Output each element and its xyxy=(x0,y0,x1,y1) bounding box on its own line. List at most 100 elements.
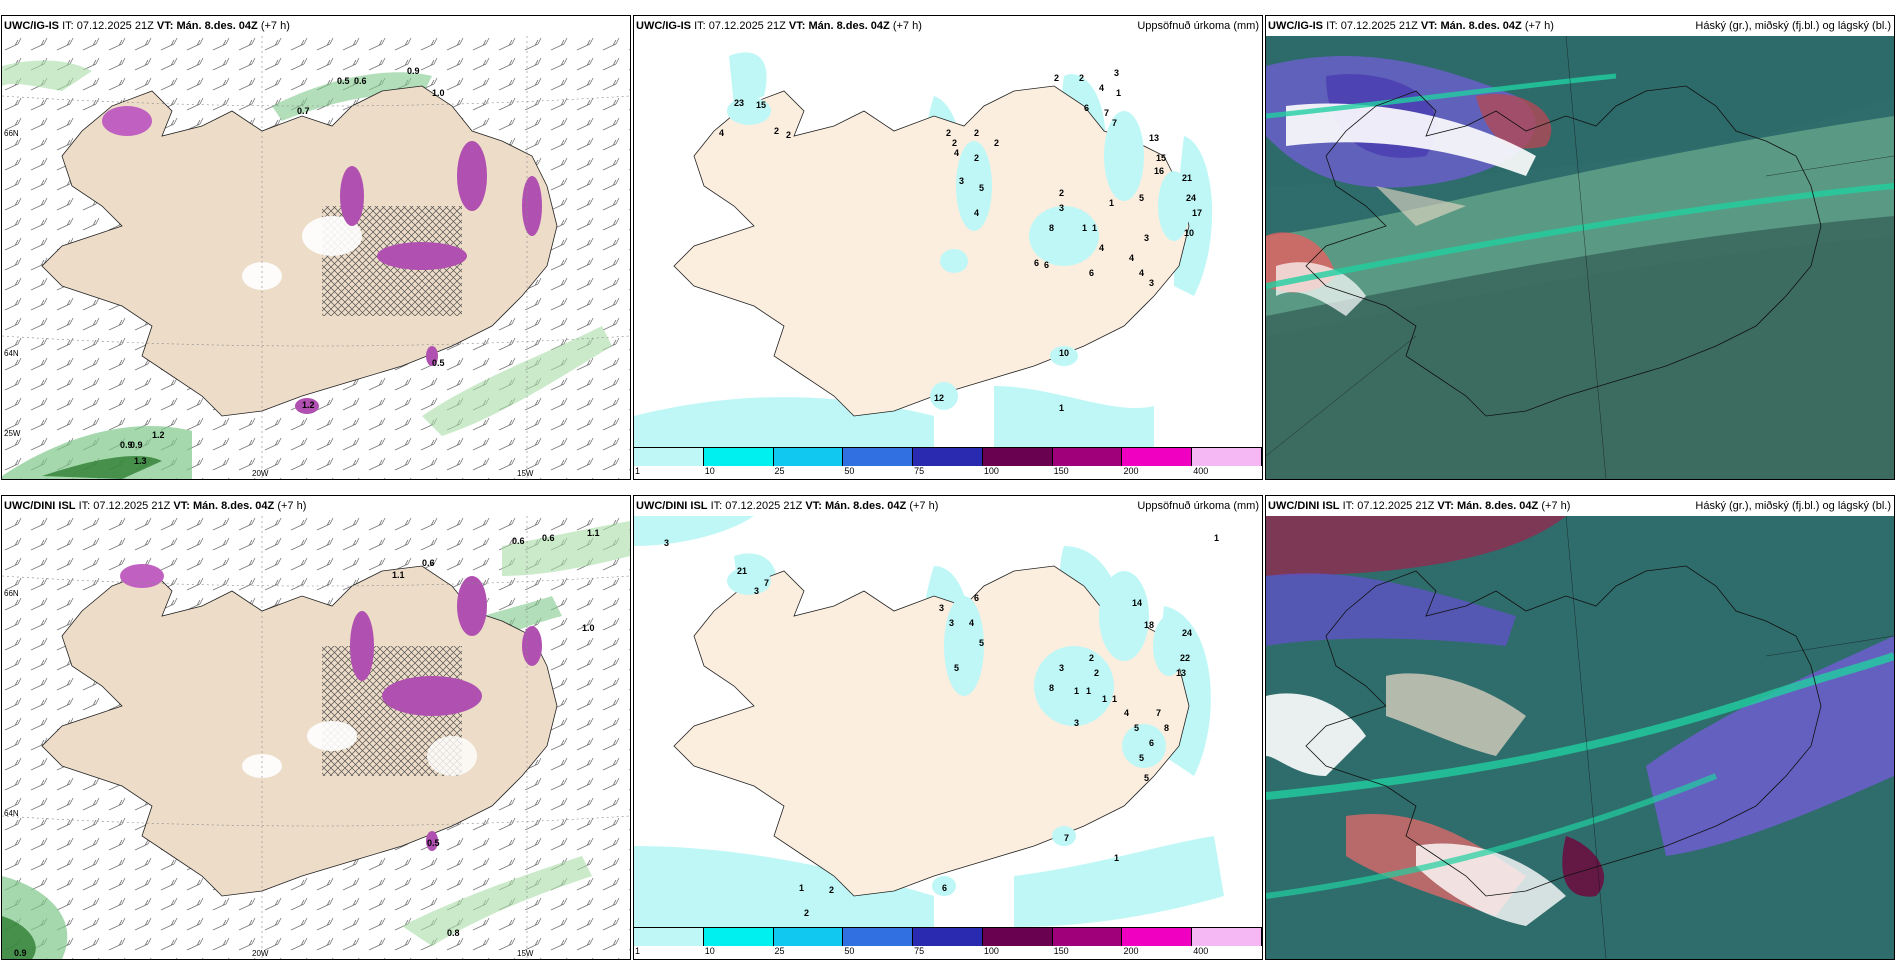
panel-header: UWC/IG-IS IT: 07.12.2025 21Z VT: Mán. 8.… xyxy=(634,16,1262,36)
cloud-map xyxy=(1266,36,1894,479)
lead-time: (+7 h) xyxy=(909,500,939,512)
colorbar-label: 75 xyxy=(914,946,925,956)
svg-text:4: 4 xyxy=(954,148,959,158)
vt-label: VT: xyxy=(156,20,174,32)
svg-text:24: 24 xyxy=(1186,193,1196,203)
precip-band xyxy=(272,72,432,121)
svg-text:8: 8 xyxy=(1049,223,1054,233)
colorbar-swatch xyxy=(982,928,1053,946)
svg-text:2: 2 xyxy=(1089,653,1094,663)
panel-title: Háský (gr.), miðský (fj.bl.) og lágský (… xyxy=(1695,500,1891,512)
svg-text:0.9: 0.9 xyxy=(130,440,143,450)
precip-value-labels: 23 15 4 2 2 4 2 2 2 2 7 6 7 13 15 16 21 … xyxy=(719,68,1202,413)
svg-text:0.6: 0.6 xyxy=(542,533,555,543)
svg-text:20W: 20W xyxy=(252,949,269,958)
panel-header: UWC/DINI ISL IT: 07.12.2025 21Z VT: Mán.… xyxy=(1266,496,1894,516)
svg-text:0.6: 0.6 xyxy=(512,536,525,546)
svg-text:3: 3 xyxy=(939,603,944,613)
wind-map: 20W 15W 66N 64N 0.6 0.6 1.1 1.1 0.6 1.0 … xyxy=(2,516,630,959)
svg-text:5: 5 xyxy=(1139,193,1144,203)
colorbar-swatch xyxy=(634,448,704,466)
svg-text:0.5: 0.5 xyxy=(337,76,350,86)
colorbar-swatch xyxy=(634,928,704,946)
svg-text:22: 22 xyxy=(1180,653,1190,663)
svg-text:8: 8 xyxy=(1049,683,1054,693)
svg-text:12: 12 xyxy=(934,393,944,403)
lon-label-15w: 15W xyxy=(517,469,534,478)
svg-text:17: 17 xyxy=(1192,208,1202,218)
colorbar-swatch xyxy=(913,448,983,466)
wind-map: 20W 15W 25W 66N 64N 0.5 0.6 0.9 1.0 0.7 … xyxy=(2,36,630,479)
svg-text:5: 5 xyxy=(979,183,984,193)
svg-text:3: 3 xyxy=(1149,278,1154,288)
colorbar-label: 100 xyxy=(983,946,999,956)
map-panel-dini-wind: UWC/DINI ISL IT: 07.12.2025 21Z VT: Mán.… xyxy=(1,495,631,960)
svg-text:7: 7 xyxy=(1156,708,1161,718)
svg-text:15W: 15W xyxy=(517,949,534,958)
map-panel-ig-is-precip: UWC/IG-IS IT: 07.12.2025 21Z VT: Mán. 8.… xyxy=(633,15,1263,480)
it-value: 07.12.2025 21Z xyxy=(1340,20,1418,32)
svg-text:6: 6 xyxy=(1034,258,1039,268)
svg-text:1.1: 1.1 xyxy=(587,528,600,538)
map-panel-dini-cloud: UWC/DINI ISL IT: 07.12.2025 21Z VT: Mán.… xyxy=(1265,495,1895,960)
map-area xyxy=(1266,516,1894,959)
map-area: 23 15 4 2 2 4 2 2 2 2 7 6 7 13 15 16 21 … xyxy=(634,36,1262,447)
colorbar-label: 100 xyxy=(983,466,999,476)
svg-text:0.5: 0.5 xyxy=(432,358,445,368)
svg-text:3: 3 xyxy=(959,176,964,186)
it-label: IT: xyxy=(78,500,91,512)
svg-text:5: 5 xyxy=(954,663,959,673)
colorbar-label: 200 xyxy=(1123,946,1139,956)
it-value: 07.12.2025 21Z xyxy=(708,20,786,32)
svg-text:64N: 64N xyxy=(4,809,19,818)
precip-colorbar: 1 10 25 50 75 100 150 200 400 xyxy=(634,927,1262,959)
svg-text:3: 3 xyxy=(1144,233,1149,243)
it-label: IT: xyxy=(1326,20,1338,32)
colorbar-label: 1 xyxy=(635,946,641,956)
map-area xyxy=(1266,36,1894,479)
colorbar-swatch xyxy=(1122,928,1193,946)
model-name: UWC/IG-IS xyxy=(636,20,691,32)
svg-text:1: 1 xyxy=(1092,223,1097,233)
svg-text:1.2: 1.2 xyxy=(152,430,165,440)
svg-text:10: 10 xyxy=(1059,348,1069,358)
svg-text:66N: 66N xyxy=(4,589,19,598)
svg-text:15: 15 xyxy=(756,100,766,110)
svg-text:1.0: 1.0 xyxy=(582,623,595,633)
svg-text:0.6: 0.6 xyxy=(422,558,435,568)
colorbar-swatch xyxy=(982,448,1053,466)
svg-text:4: 4 xyxy=(719,128,724,138)
lead-time: (+7 h) xyxy=(1541,500,1571,512)
colorbar-label: 25 xyxy=(774,466,785,476)
svg-text:5: 5 xyxy=(1144,773,1149,783)
it-label: IT: xyxy=(1342,500,1355,512)
colorbar-label: 10 xyxy=(704,466,715,476)
svg-text:2: 2 xyxy=(1079,73,1084,83)
lat-label-64n: 64N xyxy=(4,349,19,358)
model-name: UWC/DINI ISL xyxy=(4,500,76,512)
svg-text:1: 1 xyxy=(1082,223,1087,233)
svg-text:0.7: 0.7 xyxy=(297,106,310,116)
svg-text:1: 1 xyxy=(1059,403,1064,413)
lon-label-20w: 20W xyxy=(252,469,269,478)
svg-text:15: 15 xyxy=(1156,153,1166,163)
cloud-map xyxy=(1266,516,1894,959)
colorbar-label: 200 xyxy=(1123,466,1139,476)
svg-text:14: 14 xyxy=(1132,598,1142,608)
svg-text:3: 3 xyxy=(1074,718,1079,728)
svg-text:1.3: 1.3 xyxy=(134,456,147,466)
map-panel-ig-is-cloud: UWC/IG-IS IT: 07.12.2025 21Z VT: Mán. 8.… xyxy=(1265,15,1895,480)
colorbar-swatch xyxy=(843,448,914,466)
svg-text:4: 4 xyxy=(1139,268,1144,278)
panel-title: Háský (gr.), miðský (fj.bl.) og lágský (… xyxy=(1695,20,1891,32)
colorbar-swatch xyxy=(1052,448,1123,466)
svg-text:3: 3 xyxy=(949,618,954,628)
svg-text:18: 18 xyxy=(1144,620,1154,630)
map-area: 20W 15W 25W 66N 64N 0.5 0.6 0.9 1.0 0.7 … xyxy=(2,36,630,479)
svg-text:2: 2 xyxy=(786,130,791,140)
svg-text:1: 1 xyxy=(1109,198,1114,208)
svg-text:6: 6 xyxy=(1084,103,1089,113)
it-label: IT: xyxy=(62,20,74,32)
vt-label: VT: xyxy=(788,20,806,32)
it-value: 07.12.2025 21Z xyxy=(725,500,803,512)
